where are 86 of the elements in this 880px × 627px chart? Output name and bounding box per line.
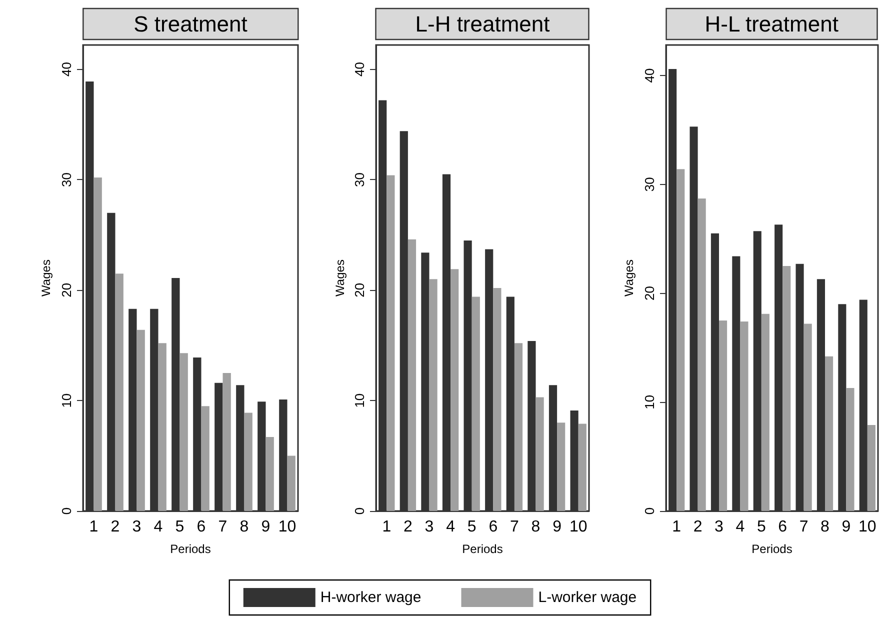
bar [493, 288, 502, 511]
x-tick-label: 5 [175, 518, 184, 536]
x-tick-label: 5 [756, 518, 766, 536]
x-tick-label: 8 [820, 518, 830, 536]
x-tick-label: 7 [510, 518, 519, 536]
x-tick-label: 2 [403, 518, 412, 536]
x-tick-label: 6 [778, 518, 788, 536]
y-tick-label: 0 [642, 507, 657, 515]
legend-label: L-worker wage [538, 589, 637, 606]
x-tick-label: 8 [240, 518, 249, 536]
chart-title: H-L treatment [704, 12, 838, 36]
y-axis-title: Wages [622, 260, 636, 296]
bar [578, 424, 586, 511]
bar [867, 424, 876, 511]
x-tick-label: 7 [799, 518, 808, 536]
y-tick-label: 0 [352, 507, 367, 515]
bar [136, 330, 145, 511]
bar [408, 239, 416, 511]
x-tick-label: 9 [842, 518, 851, 536]
y-tick-label: 10 [352, 393, 367, 408]
chart-title: S treatment [134, 12, 248, 36]
bar [244, 412, 252, 511]
x-axis-title: Periods [170, 542, 211, 556]
bar [94, 178, 102, 511]
bar [719, 320, 728, 511]
bar [158, 343, 166, 511]
bar [201, 406, 210, 511]
x-tick-label: 1 [89, 518, 98, 536]
x-tick-label: 9 [552, 518, 562, 536]
x-tick-label: 8 [531, 518, 540, 536]
y-tick-label: 30 [352, 172, 367, 187]
bar [825, 356, 834, 511]
x-axis-title: Periods [462, 542, 503, 556]
y-tick-label: 30 [642, 177, 657, 192]
y-tick-label: 20 [352, 282, 367, 298]
y-tick-label: 0 [59, 507, 74, 515]
x-tick-label: 3 [424, 518, 434, 536]
bar [266, 437, 274, 511]
bar [740, 322, 748, 511]
x-tick-label: 4 [736, 518, 745, 536]
x-tick-label: 2 [110, 518, 120, 536]
x-tick-label: 3 [132, 518, 142, 536]
x-tick-label: 4 [446, 518, 456, 536]
x-tick-label: 5 [467, 518, 476, 536]
y-axis-title: Wages [39, 260, 54, 296]
bar [386, 175, 395, 511]
x-tick-label: 3 [714, 518, 724, 536]
bar [698, 198, 706, 511]
y-axis-title: Wages [333, 260, 347, 296]
x-tick-label: 1 [382, 518, 392, 536]
bar [804, 324, 812, 511]
x-tick-label: 4 [154, 518, 163, 536]
bar [222, 372, 231, 511]
bar [557, 422, 566, 511]
bar [450, 269, 459, 511]
y-tick-label: 30 [59, 172, 74, 187]
y-tick-label: 40 [352, 62, 367, 77]
x-tick-label: 2 [693, 518, 702, 536]
x-tick-label: 6 [488, 518, 498, 536]
bar [180, 353, 188, 511]
bar [115, 274, 124, 511]
bar [846, 388, 854, 511]
x-tick-label: 10 [278, 518, 296, 536]
x-tick-label: 1 [672, 518, 682, 536]
y-tick-label: 40 [59, 62, 74, 77]
y-tick-label: 20 [642, 286, 657, 300]
bar [761, 314, 770, 511]
x-tick-label: 10 [858, 518, 876, 536]
bar [782, 266, 791, 511]
legend-label: H-worker wage [320, 589, 422, 606]
chart-title: L-H treatment [415, 12, 550, 36]
bar [536, 397, 544, 511]
x-tick-label: 9 [261, 518, 270, 536]
bar [676, 169, 685, 511]
x-tick-label: 10 [569, 518, 588, 536]
y-tick-label: 10 [59, 393, 74, 408]
y-tick-label: 20 [59, 282, 74, 298]
x-tick-label: 7 [218, 518, 228, 536]
bar [472, 296, 480, 511]
x-axis-title: Periods [752, 542, 792, 556]
x-tick-label: 6 [196, 518, 206, 536]
bar [429, 279, 438, 511]
y-tick-label: 40 [642, 68, 657, 83]
bar [287, 456, 296, 511]
y-tick-label: 10 [642, 394, 657, 410]
bar [514, 343, 523, 511]
